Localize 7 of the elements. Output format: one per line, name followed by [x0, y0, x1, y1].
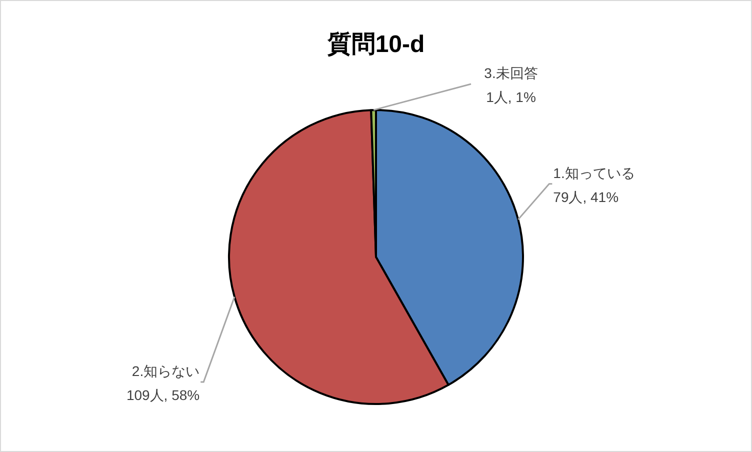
data-label: 109人, 58%: [126, 386, 200, 403]
slice-label: 3.未回答: [484, 65, 538, 81]
chart-title: 質問10-d: [326, 31, 425, 58]
slice-label: 2.知らない: [132, 362, 200, 379]
data-label: 1人, 1%: [486, 89, 536, 105]
slice-label: 1.知っている: [553, 164, 635, 181]
data-label: 79人, 41%: [553, 188, 619, 205]
